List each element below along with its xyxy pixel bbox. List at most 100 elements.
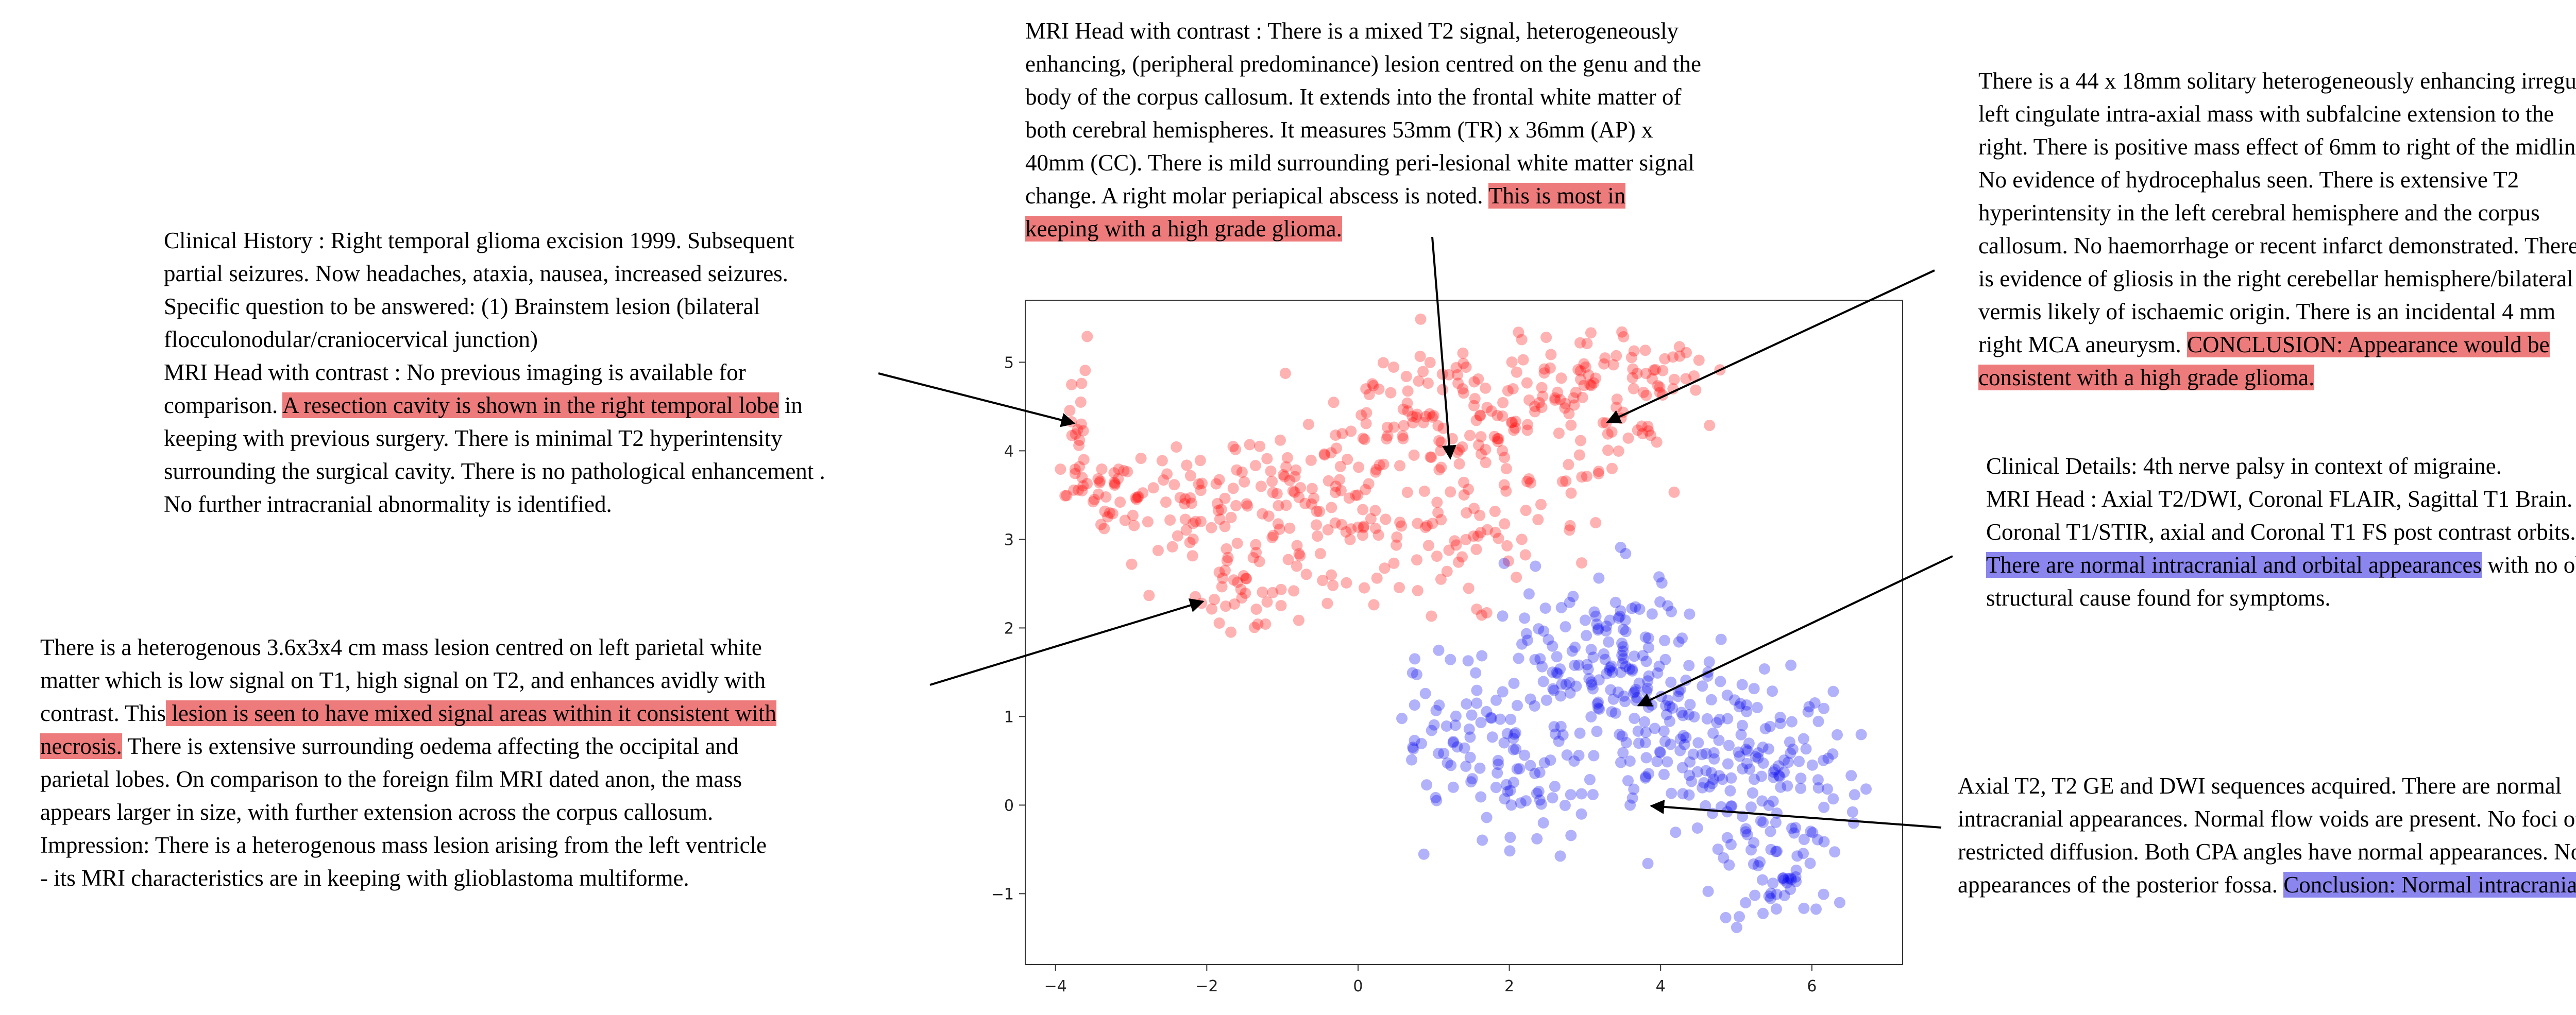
- scatter-point: [1618, 690, 1630, 702]
- scatter-point: [1693, 354, 1705, 366]
- scatter-point: [1451, 446, 1463, 458]
- scatter-point: [1474, 509, 1486, 521]
- annotation-text: intracranial appearances. Normal flow vo…: [1958, 806, 2576, 832]
- scatter-point: [1365, 513, 1377, 525]
- scatter-point: [1433, 699, 1445, 711]
- scatter-point: [1289, 471, 1301, 483]
- scatter-point: [1829, 846, 1841, 858]
- scatter-point: [1359, 582, 1370, 594]
- highlighted-text: Conclusion: Normal intracranial: [2283, 872, 2576, 898]
- scatter-point: [1609, 707, 1621, 719]
- scatter-point: [1493, 532, 1504, 544]
- scatter-point: [1468, 376, 1480, 388]
- annotation-text: matter which is low signal on T1, high s…: [40, 667, 766, 693]
- scatter-point: [1275, 600, 1287, 611]
- scatter-point: [1744, 763, 1756, 775]
- scatter-point: [1724, 785, 1736, 797]
- scatter-point: [1481, 607, 1493, 618]
- scatter-point: [1778, 890, 1790, 901]
- scatter-point: [1619, 696, 1631, 708]
- scatter-point: [1677, 788, 1689, 800]
- scatter-point: [1473, 439, 1485, 451]
- scatter-point: [1551, 667, 1563, 679]
- annotation-line: enhancing, (peripheral predominance) les…: [1025, 47, 1701, 80]
- scatter-point: [1513, 652, 1524, 664]
- scatter-point: [1651, 436, 1663, 448]
- scatter-point: [1265, 465, 1277, 477]
- scatter-point: [1104, 507, 1115, 519]
- scatter-point: [1773, 770, 1785, 782]
- scatter-point: [1581, 630, 1592, 642]
- scatter-point: [1481, 812, 1493, 823]
- annotation-line: intracranial appearances. Normal flow vo…: [1958, 802, 2576, 835]
- scatter-point: [1786, 822, 1798, 834]
- scatter-point: [1409, 699, 1420, 711]
- scatter-point: [1382, 430, 1394, 442]
- scatter-point: [1715, 633, 1727, 645]
- scatter-point: [1750, 751, 1761, 763]
- scatter-point: [1777, 872, 1789, 884]
- scatter-point: [1174, 492, 1186, 504]
- scatter-point: [1443, 369, 1454, 381]
- scatter-point: [1822, 752, 1834, 764]
- scatter-point: [1396, 520, 1408, 532]
- scatter-point: [1564, 524, 1575, 536]
- scatter-point: [1736, 679, 1748, 691]
- scatter-point: [1707, 727, 1719, 739]
- scatter-point: [1109, 479, 1121, 491]
- scatter-point: [1507, 383, 1519, 394]
- annotation-line: appearances of the posterior fossa. Conc…: [1958, 868, 2576, 901]
- scatter-point: [1565, 830, 1577, 841]
- scatter-point: [1293, 548, 1305, 560]
- scatter-point: [1524, 693, 1536, 705]
- scatter-point: [1651, 755, 1663, 767]
- scatter-point: [1481, 402, 1493, 414]
- scatter-point: [1279, 368, 1291, 379]
- scatter-point: [1135, 453, 1147, 465]
- scatter-point: [1514, 763, 1526, 775]
- scatter-point: [1468, 530, 1480, 542]
- annotation-line: Clinical History : Right temporal glioma…: [164, 224, 825, 257]
- scatter-point: [1618, 331, 1630, 342]
- scatter-point: [1295, 482, 1307, 493]
- scatter-point: [1803, 701, 1815, 713]
- scatter-point: [1275, 434, 1286, 446]
- scatter-point: [1536, 661, 1548, 673]
- scatter-point: [1235, 583, 1247, 595]
- scatter-point: [1195, 485, 1207, 496]
- scatter-point: [1679, 738, 1690, 750]
- scatter-point: [1363, 389, 1375, 401]
- scatter-point: [1480, 443, 1492, 455]
- scatter-point: [1615, 605, 1626, 617]
- arrow-right-middle: [1637, 555, 1953, 707]
- scatter-point: [1437, 422, 1449, 434]
- scatter-point: [1540, 694, 1552, 706]
- scatter-point: [1490, 694, 1502, 706]
- scatter-point: [1363, 478, 1375, 490]
- scatter-point: [1568, 755, 1580, 767]
- scatter-point: [1624, 755, 1636, 767]
- scatter-point: [1770, 846, 1782, 857]
- scatter-point: [1575, 788, 1587, 800]
- scatter-point: [1513, 326, 1524, 338]
- annotation-text: contrast. This: [40, 700, 166, 726]
- scatter-point: [1674, 350, 1686, 362]
- scatter-point: [1456, 551, 1468, 563]
- scatter-point: [1477, 834, 1488, 846]
- scatter-point: [1217, 572, 1229, 584]
- scatter-point: [1096, 463, 1108, 475]
- scatter-point: [1650, 364, 1662, 375]
- scatter-point: [1771, 846, 1783, 857]
- scatter-point: [1721, 690, 1733, 701]
- annotation-right-bottom: Axial T2, T2 GE and DWI sequences acquir…: [1958, 769, 2576, 901]
- scatter-point: [1564, 596, 1575, 608]
- scatter-point: [1599, 352, 1611, 364]
- scatter-point: [1629, 713, 1640, 724]
- scatter-point: [1725, 800, 1737, 812]
- scatter-point: [1604, 664, 1616, 676]
- scatter-point: [1398, 420, 1410, 432]
- annotation-text: No further intracranial abnormality is i…: [164, 491, 612, 517]
- y-tick-label: 5: [1004, 354, 1014, 372]
- scatter-point: [1432, 507, 1444, 519]
- scatter-point: [1677, 710, 1689, 721]
